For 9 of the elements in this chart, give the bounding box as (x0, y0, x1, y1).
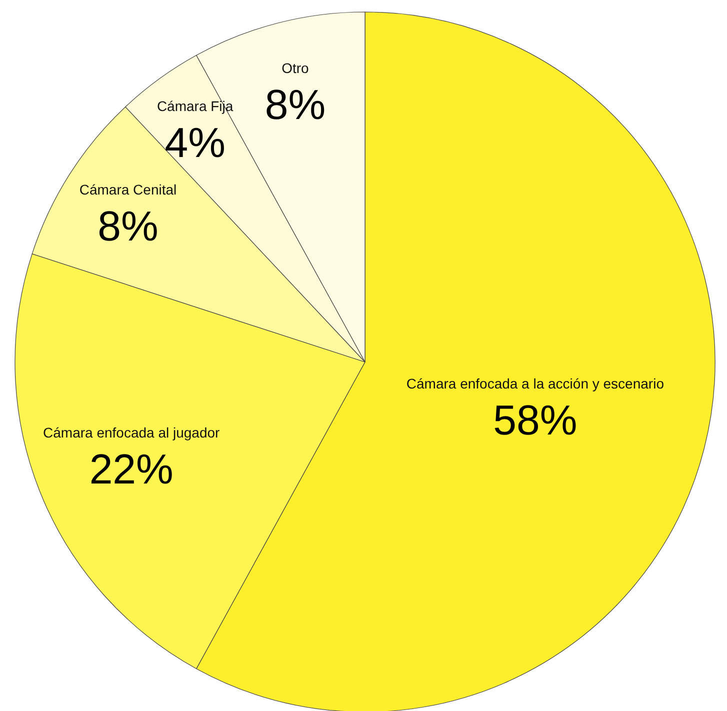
slice-label: Cámara enfocada al jugador (43, 424, 220, 441)
data-label: 8% (98, 202, 158, 250)
slice-label: Otro (282, 60, 310, 76)
data-label: 58% (493, 396, 578, 444)
slice-label: Cámara enfocada a la acción y escenario (406, 376, 664, 392)
slice-label: Cámara Cenital (79, 182, 177, 198)
data-label: 8% (264, 81, 326, 128)
data-label: 4% (164, 119, 226, 166)
data-label: 22% (89, 446, 174, 493)
